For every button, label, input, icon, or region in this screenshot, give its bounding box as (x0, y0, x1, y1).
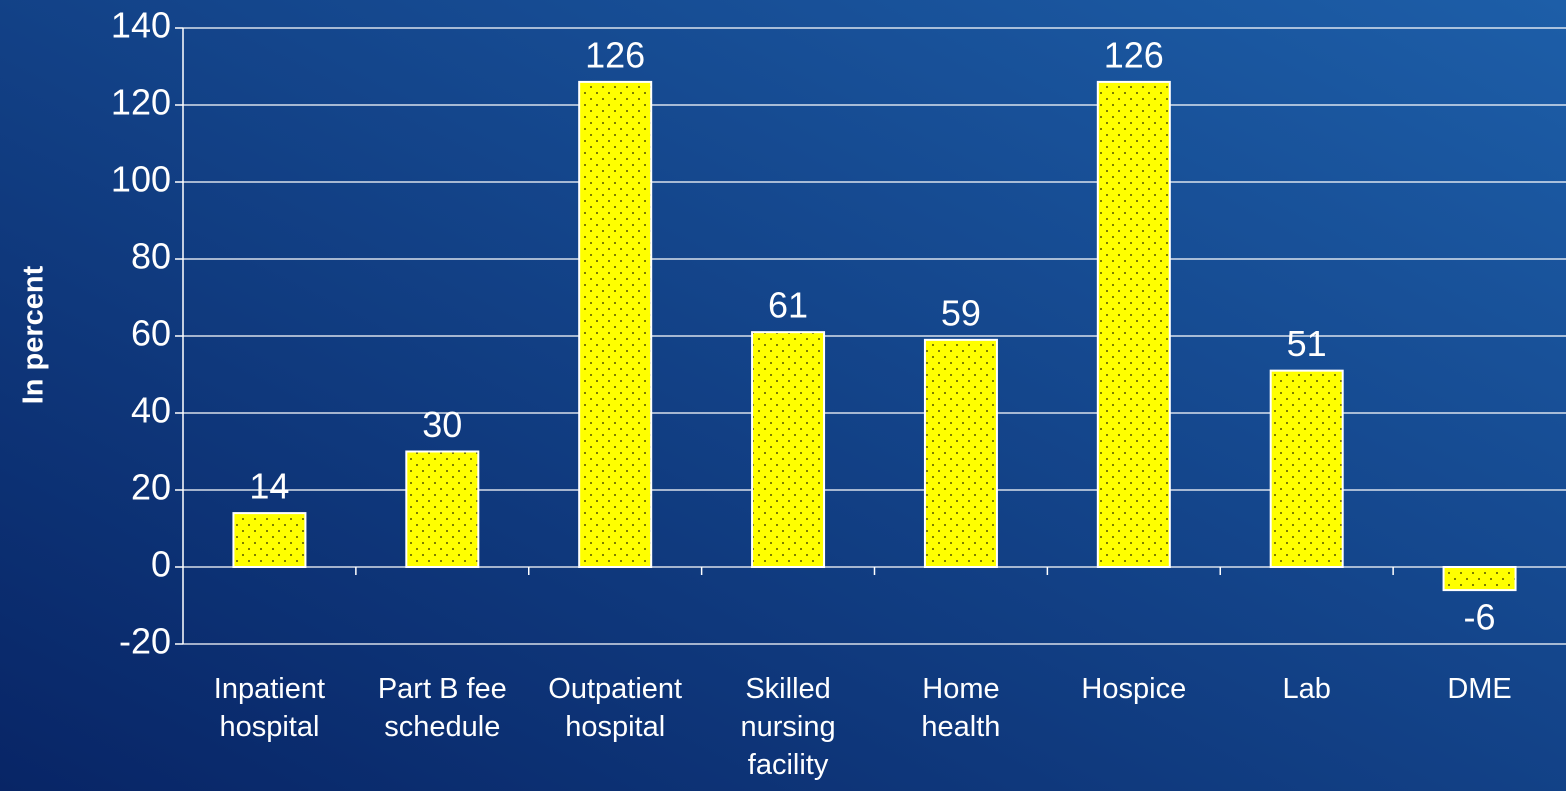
data-label: 30 (422, 404, 462, 445)
x-tick-label-line: facility (748, 749, 829, 781)
x-tick-label-line: Hospice (1081, 673, 1186, 705)
bar (751, 331, 826, 568)
y-tick-label: 40 (131, 390, 171, 431)
y-tick-label: 20 (131, 467, 171, 508)
bar (923, 338, 998, 568)
y-tick-label: 120 (111, 82, 171, 123)
y-tick-label: 140 (111, 5, 171, 46)
data-label: 59 (941, 292, 981, 333)
x-tick-label-line: Skilled (745, 673, 830, 705)
data-label: 126 (1104, 34, 1164, 75)
x-tick-label-line: Part B fee (378, 673, 507, 705)
bar (405, 450, 480, 568)
bar (1442, 566, 1517, 592)
x-tick-label-line: health (921, 711, 1000, 743)
x-tick-label: DME (1447, 673, 1511, 705)
x-tick-label: Inpatient hospital (214, 673, 325, 743)
x-tick-label-line: nursing (741, 711, 836, 743)
x-tick-label-line: hospital (219, 711, 319, 743)
x-tick-label-line: Lab (1282, 673, 1330, 705)
y-axis-label: In percent (18, 265, 50, 404)
data-label: 14 (249, 466, 289, 507)
y-tick-label: -20 (119, 621, 171, 662)
x-tick-label: Outpatient hospital (548, 673, 682, 743)
x-tick-label-line: DME (1447, 673, 1511, 705)
data-label: 51 (1287, 323, 1327, 364)
x-tick-label-line: hospital (565, 711, 665, 743)
x-tick-label: Hospice (1081, 673, 1186, 705)
x-tick-label-line: Inpatient (214, 673, 325, 705)
data-label: 126 (585, 34, 645, 75)
x-tick-label: Part B fee schedule (378, 673, 507, 743)
x-tick-label-line: Outpatient (548, 673, 682, 705)
x-tick-label-line: Home (922, 673, 999, 705)
data-label: 61 (768, 285, 808, 326)
x-tick-label-line: schedule (384, 711, 500, 743)
bar (578, 80, 653, 569)
data-label: -6 (1464, 597, 1496, 638)
y-tick-label: 60 (131, 313, 171, 354)
bar (232, 512, 307, 568)
y-tick-label: 100 (111, 159, 171, 200)
y-tick-label: 0 (151, 544, 171, 585)
x-tick-label: Lab (1282, 673, 1330, 705)
bar (1269, 369, 1344, 568)
x-tick-label: Home health (921, 673, 1000, 743)
x-tick-label: Skilled nursing facility (741, 673, 836, 781)
y-tick-label: 80 (131, 236, 171, 277)
bar (1096, 80, 1171, 569)
